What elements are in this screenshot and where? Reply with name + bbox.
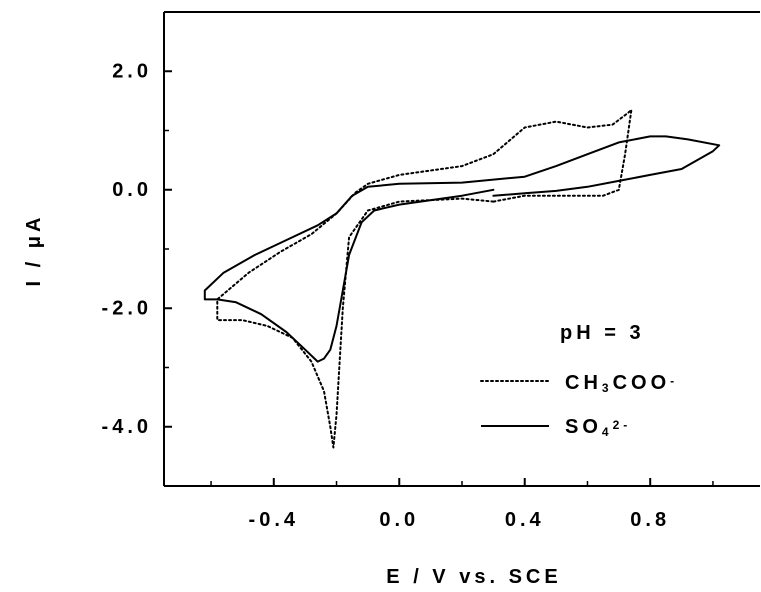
ph-annotation: pH = 3 xyxy=(560,322,645,344)
x-tick-label: 0.8 xyxy=(630,509,670,531)
x-axis-label: E / V vs. SCE xyxy=(386,566,561,588)
legend-so4-subscript: 4 xyxy=(602,425,613,439)
x-tick-label: 0.4 xyxy=(505,509,545,531)
legend-ch3coo-superscript: - xyxy=(670,374,678,388)
y-tick-label: -4.0 xyxy=(102,416,152,438)
legend-ch3coo-subscript: 3 xyxy=(602,381,613,395)
series-ch3coo-line xyxy=(216,108,633,449)
legend-label-ch3coo: CH3COO- xyxy=(565,372,678,395)
series-so4-line xyxy=(203,135,721,363)
legend-so4-superscript: 2- xyxy=(613,418,632,432)
y-axis-label: I / μA xyxy=(23,214,45,287)
legend-so4-base: SO xyxy=(565,416,602,438)
y-tick-label: -2.0 xyxy=(102,297,152,319)
y-tick-label: 2.0 xyxy=(112,60,152,82)
x-tick-label: -0.4 xyxy=(249,509,299,531)
legend-ch3coo-base: CH xyxy=(565,372,602,394)
y-tick-label: 0.0 xyxy=(112,179,152,201)
legend-ch3coo-middle: COO xyxy=(613,372,671,394)
legend-label-so4: SO42- xyxy=(565,416,631,439)
x-tick-label: 0.0 xyxy=(379,509,419,531)
